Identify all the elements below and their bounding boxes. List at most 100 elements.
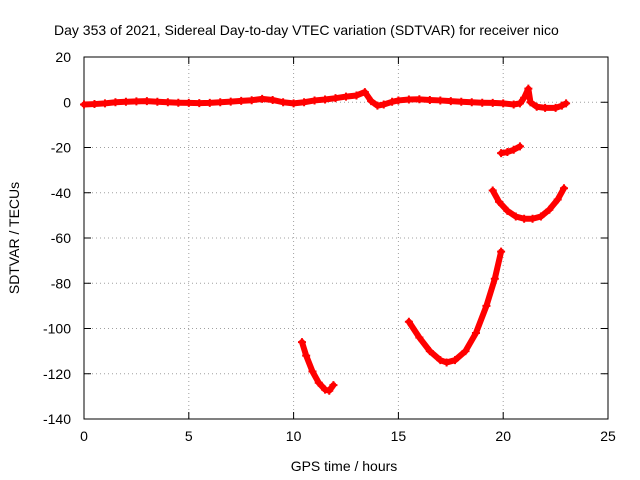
y-tick-label: 20	[55, 49, 71, 65]
y-tick-label: -140	[43, 411, 71, 427]
x-tick-label: 5	[185, 428, 193, 444]
data-point	[482, 301, 491, 310]
data-point	[268, 95, 277, 104]
data-point	[415, 95, 424, 104]
data-point	[247, 96, 256, 105]
data-point	[520, 93, 529, 102]
data-point	[532, 102, 541, 111]
data-point	[205, 98, 214, 107]
x-tick-label: 0	[80, 428, 88, 444]
data-point	[545, 205, 554, 214]
data-point	[237, 96, 246, 105]
y-tick-label: 0	[63, 94, 71, 110]
data-point	[499, 99, 508, 108]
data-point	[279, 98, 288, 107]
data-point	[195, 99, 204, 108]
axis-ticks	[83, 56, 609, 420]
data-point	[289, 99, 298, 108]
data-point	[551, 103, 560, 112]
data-point	[388, 97, 397, 106]
data-point	[367, 97, 376, 106]
data-point	[467, 98, 476, 107]
data-point	[216, 98, 225, 107]
data-point	[360, 88, 369, 97]
data-point	[404, 95, 413, 104]
data-point	[536, 212, 545, 221]
data-series	[80, 84, 571, 395]
data-point	[559, 184, 568, 193]
data-point	[142, 97, 151, 106]
plot-frame	[83, 56, 609, 420]
x-tick-label: 20	[495, 428, 511, 444]
x-tick-labels: 0 5 10 15 20 25	[80, 428, 616, 444]
data-point	[497, 149, 506, 158]
data-point	[515, 142, 524, 151]
x-tick-label: 15	[391, 428, 407, 444]
x-tick-label: 10	[286, 428, 302, 444]
data-point	[80, 100, 88, 109]
data-point	[478, 98, 487, 107]
data-point	[342, 92, 350, 101]
data-point	[541, 103, 550, 112]
data-point	[450, 356, 459, 365]
y-tick-label: -40	[51, 185, 71, 201]
data-point	[300, 98, 309, 107]
data-point	[297, 338, 306, 347]
data-point	[488, 98, 497, 107]
data-point	[331, 94, 340, 103]
series-3	[404, 247, 506, 367]
data-point	[329, 381, 338, 390]
data-point	[457, 97, 466, 106]
data-point	[442, 358, 451, 367]
data-point	[515, 99, 524, 108]
series-0	[80, 84, 571, 112]
y-tick-label: -100	[43, 321, 71, 337]
data-point	[308, 367, 317, 376]
data-point	[553, 195, 562, 204]
data-point	[526, 98, 535, 107]
data-point	[509, 100, 518, 109]
series-1	[497, 142, 524, 158]
data-point	[436, 96, 445, 105]
y-tick-label: -80	[51, 275, 71, 291]
data-point	[436, 356, 445, 365]
series-4	[297, 338, 338, 395]
data-point	[373, 101, 382, 110]
data-point	[497, 247, 506, 256]
data-point	[461, 347, 470, 356]
grid-lines	[84, 57, 608, 419]
data-point	[503, 206, 512, 215]
data-point	[314, 378, 323, 387]
data-point	[90, 100, 99, 109]
data-point	[184, 98, 193, 107]
data-point	[471, 329, 480, 338]
data-point	[524, 84, 533, 93]
y-tick-label: -60	[51, 230, 71, 246]
data-point	[394, 96, 403, 105]
data-point	[446, 97, 455, 106]
chart-title: Day 353 of 2021, Sidereal Day-to-day VTE…	[54, 22, 559, 38]
data-point	[415, 333, 424, 342]
data-point	[174, 98, 183, 107]
data-point	[511, 212, 520, 221]
data-point	[490, 274, 499, 283]
data-point	[528, 214, 537, 223]
data-point	[425, 347, 434, 356]
data-point	[258, 94, 267, 103]
data-point	[100, 99, 109, 108]
data-point	[425, 95, 434, 104]
data-point	[321, 385, 330, 394]
data-point	[503, 148, 512, 157]
y-tick-label: -120	[43, 366, 71, 382]
data-point	[379, 100, 388, 109]
data-point	[302, 351, 311, 360]
x-axis-label: GPS time / hours	[291, 458, 398, 474]
data-point	[488, 186, 497, 195]
data-point	[495, 197, 504, 206]
data-point	[509, 145, 518, 154]
data-point	[111, 98, 120, 107]
data-point	[153, 97, 162, 106]
data-point	[121, 97, 130, 106]
y-tick-labels: 20 0 -20 -40 -60 -80 -100 -120 -140	[43, 49, 71, 427]
data-point	[404, 317, 413, 326]
